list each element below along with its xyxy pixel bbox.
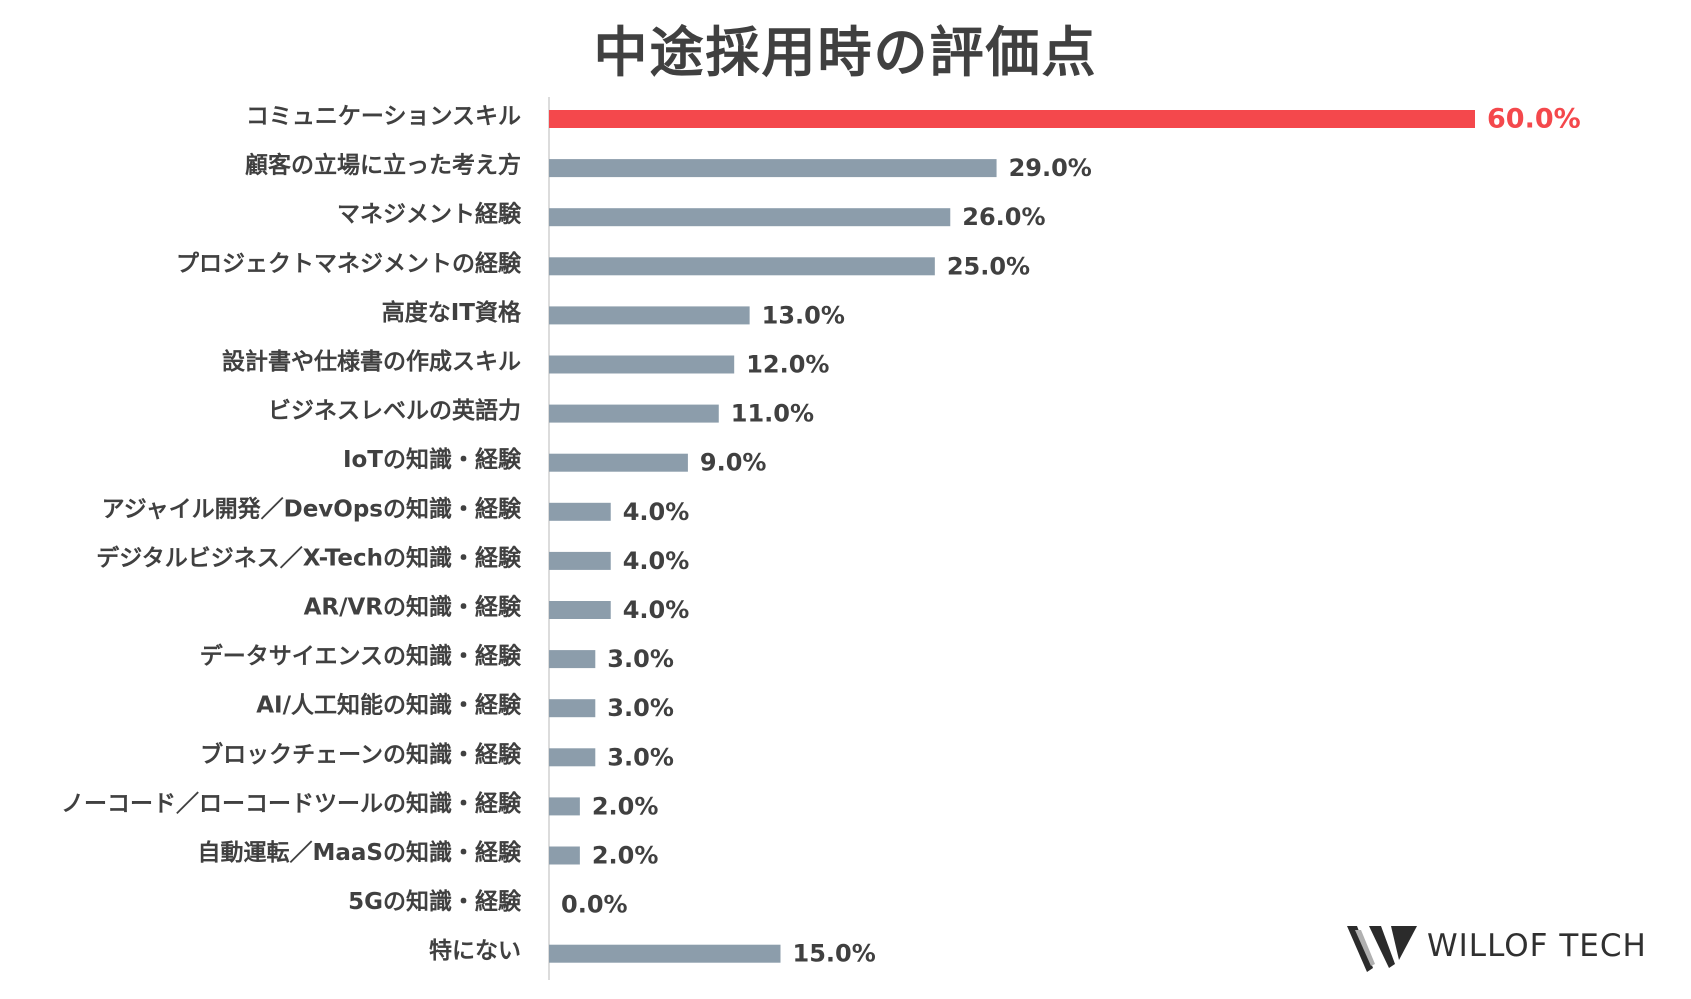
bar-9 (549, 551, 611, 570)
bar-8 (549, 502, 611, 521)
bar-4 (549, 306, 750, 325)
bar-17 (549, 944, 781, 963)
value-label-9: 4.0% (623, 547, 690, 575)
category-label-15: 自動運転／MaaSの知識・経験 (198, 839, 522, 866)
value-label-4: 13.0% (762, 301, 845, 329)
bar-3 (549, 257, 935, 276)
category-label-1: 顧客の立場に立った考え方 (245, 152, 521, 179)
category-label-13: ブロックチェーンの知識・経験 (200, 741, 522, 768)
value-label-17: 15.0% (793, 940, 876, 968)
bar-5 (549, 355, 735, 374)
category-label-8: アジャイル開発／DevOpsの知識・経験 (102, 495, 522, 522)
value-label-7: 9.0% (700, 449, 767, 477)
bar-13 (549, 748, 596, 767)
category-label-11: データサイエンスの知識・経験 (200, 643, 522, 670)
bars-group (549, 110, 1475, 963)
category-label-14: ノーコード／ローコードツールの知識・経験 (61, 790, 522, 817)
value-label-12: 3.0% (607, 694, 674, 722)
bar-2 (549, 208, 951, 227)
value-label-2: 26.0% (962, 203, 1045, 231)
value-label-5: 12.0% (746, 351, 829, 379)
bar-10 (549, 601, 611, 619)
category-label-9: デジタルビジネス／X-Techの知識・経験 (96, 544, 522, 571)
category-label-6: ビジネスレベルの英語力 (268, 397, 521, 424)
bar-14 (549, 797, 580, 816)
value-label-8: 4.0% (623, 498, 690, 526)
value-label-3: 25.0% (947, 252, 1030, 280)
value-label-14: 2.0% (592, 792, 659, 820)
category-label-17: 特にない (429, 938, 521, 964)
bar-7 (549, 453, 688, 472)
bar-6 (549, 404, 719, 423)
value-label-0: 60.0% (1487, 104, 1581, 135)
value-label-15: 2.0% (592, 842, 659, 870)
logo-text: WILLOF TECH (1427, 928, 1647, 964)
bar-1 (549, 159, 997, 178)
bar-0 (549, 110, 1475, 128)
category-label-12: AI/人工知能の知識・経験 (256, 692, 522, 719)
value-labels: 60.0% 29.0% 26.0% 25.0% 13.0% 12.0% 11.0% 9.0% 4… (561, 104, 1581, 968)
category-label-3: プロジェクトマネジメントの経験 (176, 250, 522, 277)
value-label-16: 0.0% (561, 891, 628, 919)
bar-12 (549, 699, 596, 718)
bar-11 (549, 650, 596, 669)
willof-tech-logo: WILLOF TECH (1345, 920, 1647, 976)
category-label-4: 高度なIT資格 (382, 299, 522, 326)
value-label-11: 3.0% (607, 645, 674, 673)
category-label-2: マネジメント経験 (337, 201, 522, 228)
category-label-16: 5Gの知識・経験 (348, 888, 522, 915)
chart-title: 中途採用時の評価点 (593, 21, 1098, 84)
willof-logo-icon (1347, 926, 1417, 972)
category-labels: コミュニケーションスキル顧客の立場に立った考え方マネジメント経験プロジェクトマネ… (61, 104, 522, 965)
category-label-10: AR/VRの知識・経験 (304, 594, 522, 621)
category-label-7: IoTの知識・経験 (343, 446, 522, 473)
category-label-5: 設計書や仕様書の作成スキル (222, 348, 521, 375)
value-label-10: 4.0% (623, 596, 690, 624)
category-label-0: コミュニケーションスキル (246, 104, 521, 130)
bar-15 (549, 846, 580, 865)
value-label-1: 29.0% (1009, 154, 1092, 182)
value-label-6: 11.0% (731, 400, 814, 428)
value-label-13: 3.0% (607, 743, 674, 771)
